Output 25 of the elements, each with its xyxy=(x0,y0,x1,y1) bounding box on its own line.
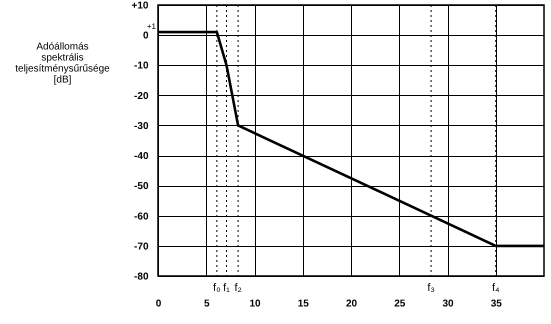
y-tick-label: -60 xyxy=(134,211,149,222)
y-tick-label: 0 xyxy=(142,30,149,42)
y-tick-label: -40 xyxy=(134,151,149,162)
y-tick-label: -50 xyxy=(134,181,149,192)
x-tick-label: 15 xyxy=(298,298,310,310)
y-tick-label: -10 xyxy=(134,60,149,72)
y-tick-label: -30 xyxy=(134,120,149,132)
ref-line-label: f₁ xyxy=(223,282,230,294)
y-axis-title: Adóállomás spektrális teljesítménysűrűsége [dB] xyxy=(15,42,110,86)
ref-line-label: f₃ xyxy=(427,282,435,294)
x-tick-label: 10 xyxy=(249,298,261,310)
ref-line-label: f₄ xyxy=(492,282,500,294)
y-tick-label: -80 xyxy=(134,272,149,282)
x-tick-label: 30 xyxy=(442,298,454,310)
x-tick-label: 0 xyxy=(156,298,162,310)
x-tick-label: 35 xyxy=(490,298,502,310)
y-tick-label: -20 xyxy=(134,90,149,102)
x-tick-label: 20 xyxy=(346,298,358,310)
annotation: +1 xyxy=(146,22,157,32)
y-tick-label: -70 xyxy=(134,241,149,252)
ref-line-label: f₀ xyxy=(213,282,221,294)
ref-line-label: f₂ xyxy=(234,282,242,294)
x-tick-label: 5 xyxy=(204,298,210,310)
y-tick-label: +10 xyxy=(132,0,149,12)
x-tick-label: 25 xyxy=(394,298,406,310)
